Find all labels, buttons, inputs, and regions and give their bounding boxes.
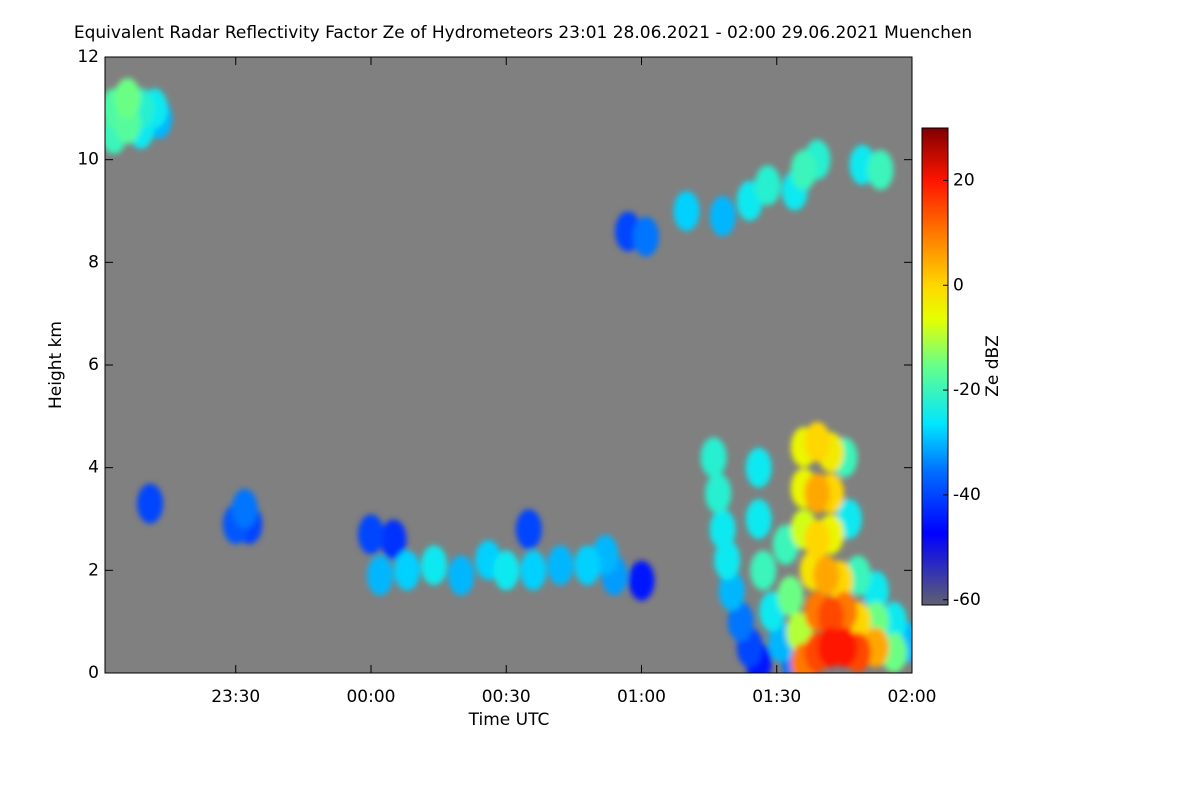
x-tick-label: 01:00 [617, 687, 666, 707]
echo-cell [804, 422, 831, 462]
echo-cell [718, 570, 745, 611]
echo-cell [700, 437, 727, 478]
echo-cell [421, 545, 448, 586]
colorbar-label: Ze dBZ [983, 335, 1003, 397]
echo-cell [380, 519, 407, 560]
echo-cell [493, 550, 520, 591]
echo-cell [574, 545, 601, 586]
echo-cell [394, 550, 421, 591]
echo-cell [867, 149, 894, 190]
echo-cell [628, 560, 655, 601]
echo-cell [727, 601, 754, 642]
echo-cell [705, 473, 732, 514]
colorbar-tick-label: 0 [953, 275, 964, 295]
echo-cell [786, 611, 813, 652]
echo-cell [515, 509, 542, 550]
echo-cell [673, 191, 700, 231]
chart-title: Equivalent Radar Reflectivity Factor Ze … [74, 23, 972, 43]
x-tick-label: 23:30 [211, 687, 260, 707]
x-tick-label: 01:30 [752, 687, 801, 707]
colorbar-tick-label: 20 [953, 170, 975, 190]
echo-cell [750, 550, 777, 591]
echo-cell [367, 555, 394, 596]
x-tick-label: 00:00 [346, 687, 395, 707]
echo-cell [817, 596, 844, 637]
echo-cell [880, 601, 907, 642]
echo-cell [448, 555, 475, 596]
echo-cell [804, 473, 831, 514]
x-axis-label: Time UTC [468, 710, 550, 730]
echo-cell [231, 488, 258, 529]
echo-cell [745, 447, 772, 488]
echo-cell [520, 550, 547, 591]
y-tick-label: 10 [77, 150, 99, 170]
echo-cell [709, 196, 736, 237]
echo-cell [114, 78, 141, 119]
y-tick-label: 0 [88, 663, 99, 683]
y-tick-label: 6 [88, 355, 99, 375]
colorbar-tick-label: -60 [953, 590, 981, 610]
echo-cell [831, 627, 858, 668]
echo-cell [709, 509, 736, 550]
x-tick-label: 02:00 [888, 687, 937, 707]
echo-cell [777, 576, 804, 616]
echo-cell [357, 514, 384, 555]
y-tick-label: 2 [88, 560, 99, 580]
echo-cell [804, 519, 831, 560]
x-tick-label: 00:30 [482, 687, 531, 707]
y-tick-label: 8 [88, 252, 99, 272]
echo-cell [633, 216, 660, 257]
echo-cell [790, 149, 817, 190]
colorbar-tick-label: -40 [953, 485, 981, 505]
colorbar-tick-label: -20 [953, 380, 981, 400]
echo-cell [813, 555, 840, 596]
echo-cell [754, 165, 781, 206]
echo-cell [137, 483, 164, 524]
echo-cell [745, 499, 772, 539]
y-tick-label: 12 [77, 47, 99, 67]
echo-cell [547, 545, 574, 586]
echoes [105, 78, 912, 673]
colorbar [921, 127, 949, 606]
y-tick-label: 4 [88, 458, 99, 478]
y-axis-label: Height km [46, 321, 66, 409]
echo-cell [714, 540, 741, 581]
